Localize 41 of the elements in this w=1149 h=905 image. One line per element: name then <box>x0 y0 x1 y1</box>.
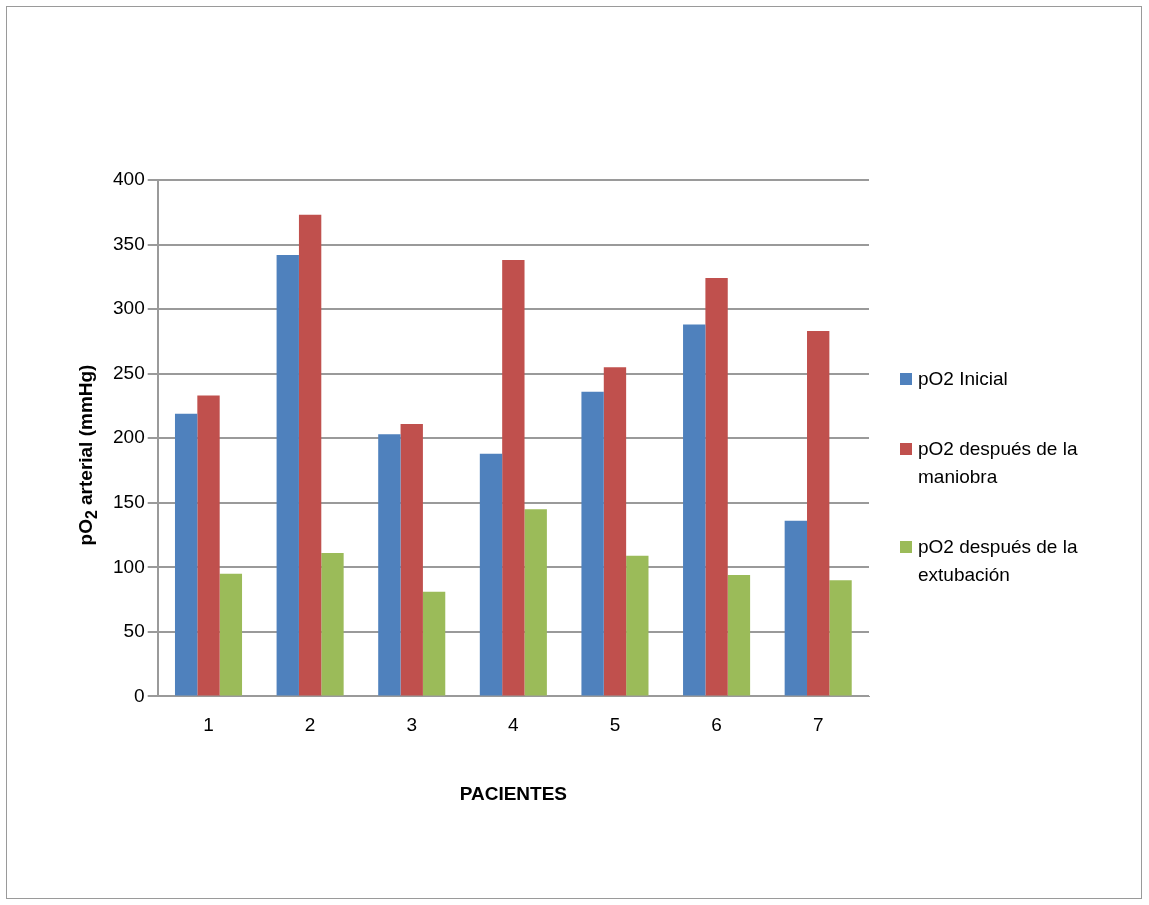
bar <box>378 434 401 696</box>
bar <box>705 278 728 696</box>
bar <box>298 214 322 696</box>
x-tick-label: 7 <box>812 714 824 736</box>
y-tick-label: 50 <box>123 620 145 642</box>
y-tick-label: 350 <box>113 232 145 254</box>
bar <box>276 254 299 696</box>
bar <box>727 575 751 696</box>
bar <box>479 453 503 696</box>
bar <box>400 424 423 696</box>
y-tick-label: 250 <box>113 361 145 383</box>
bar <box>784 520 808 696</box>
y-tick-label: 0 <box>134 684 145 706</box>
x-tick-label: 1 <box>203 714 214 736</box>
x-tick-label: 5 <box>609 714 621 736</box>
bar <box>683 324 706 696</box>
y-tick-label: 100 <box>113 555 145 577</box>
bar <box>603 367 627 696</box>
legend-label: pO2 después de la extubación <box>918 535 1079 587</box>
x-axis-title: PACIENTES <box>459 782 568 804</box>
x-tick-label: 3 <box>406 714 418 736</box>
bar <box>502 260 525 696</box>
legend-label: pO2 Inicial <box>918 367 1008 391</box>
bar <box>807 331 830 696</box>
bar <box>829 580 852 696</box>
y-tick-label: 150 <box>113 490 145 512</box>
bar <box>626 555 649 696</box>
bar <box>197 395 220 696</box>
bar <box>581 391 604 696</box>
bar <box>422 591 446 696</box>
x-tick-label: 2 <box>304 714 316 736</box>
y-tick-label: 200 <box>113 426 145 448</box>
bar <box>219 573 243 696</box>
x-tick-label: 4 <box>508 714 520 736</box>
y-tick-label: 400 <box>113 168 145 190</box>
bar <box>321 553 344 696</box>
bar <box>524 509 547 696</box>
x-tick-label: 6 <box>711 714 722 736</box>
y-tick-label: 300 <box>113 297 145 319</box>
bar <box>174 413 198 696</box>
legend-label: pO2 después de la maniobra <box>918 437 1079 489</box>
